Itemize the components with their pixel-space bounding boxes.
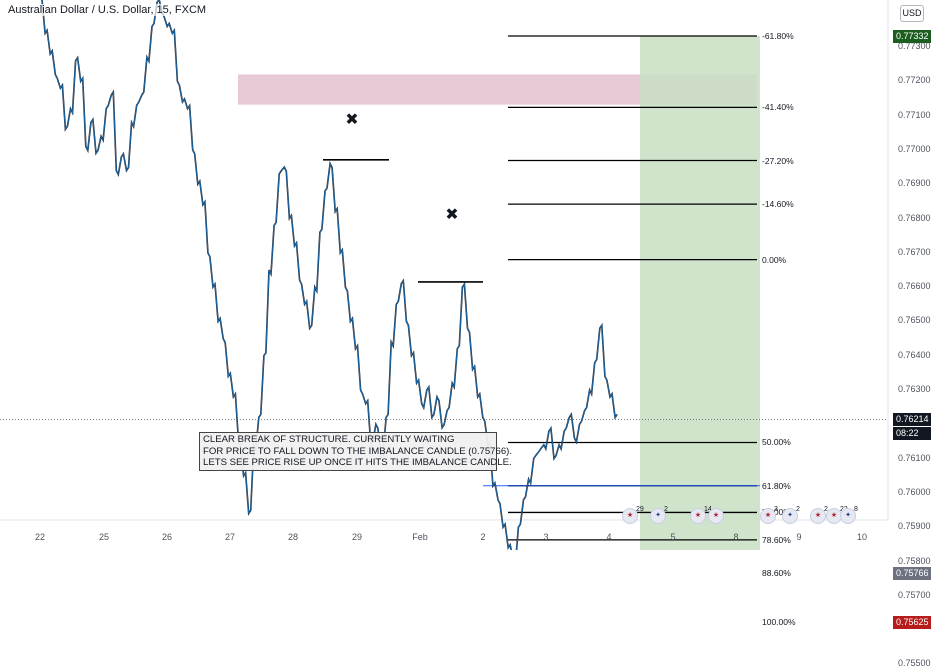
fib-level-label: -27.20% [762, 155, 794, 166]
chart-title: Australian Dollar / U.S. Dollar, 15, FXC… [6, 4, 209, 16]
fib-level-label: -14.60% [762, 199, 794, 210]
y-tick-label: 0.77100 [898, 109, 931, 120]
y-tick-label: 0.76800 [898, 212, 931, 223]
y-tick-label: 0.75500 [898, 658, 931, 668]
x-tick-label: 25 [98, 532, 110, 542]
us-flag-icon: ★ [708, 508, 724, 524]
x-tick-label: 4 [606, 532, 612, 542]
y-tick-label: 0.75700 [898, 589, 931, 600]
currency-button[interactable]: USD [900, 5, 924, 22]
entry-price-badge: 0.75766 [893, 567, 931, 581]
event-count: 2 [664, 506, 668, 513]
fib-level-label: 71.00% [762, 507, 791, 518]
economic-event-marker[interactable]: ✦2 [650, 504, 668, 524]
x-tick-label: 29 [351, 532, 363, 542]
economic-event-marker[interactable]: ✦2 [782, 504, 800, 524]
y-tick-label: 0.77000 [898, 143, 931, 154]
y-tick-label: 0.76000 [898, 486, 931, 497]
us-flag-icon: ★ [810, 508, 826, 524]
fib-level-label: -61.80% [762, 31, 794, 42]
fib-level-label: -41.40% [762, 102, 794, 113]
y-tick-label: 0.76100 [898, 452, 931, 463]
economic-event-marker[interactable]: ★29 [622, 504, 644, 524]
x-tick-label: 22 [34, 532, 46, 542]
au-flag-icon: ✦ [650, 508, 666, 524]
event-count: 3 [774, 506, 778, 513]
cross-mark-icon: ✖ [345, 109, 359, 129]
x-tick-label: 10 [856, 532, 868, 542]
target-zone[interactable] [640, 36, 760, 550]
fib-level-label: 50.00% [762, 437, 791, 448]
y-tick-label: 0.76300 [898, 384, 931, 394]
fib-level-label: 78.60% [762, 534, 791, 545]
stop-price-badge: 0.75625 [893, 615, 931, 629]
x-tick-label: Feb [412, 532, 428, 542]
us-flag-icon: ★ [690, 508, 706, 524]
x-tick-label: 26 [161, 532, 173, 542]
economic-event-marker[interactable]: ★ [708, 504, 724, 524]
x-tick-label: 9 [796, 532, 802, 542]
y-tick-label: 0.75900 [898, 521, 931, 532]
price-scale[interactable] [888, 0, 932, 550]
au-flag-icon: ✦ [840, 508, 856, 524]
y-tick-label: 0.77200 [898, 75, 931, 86]
bar-countdown: 08:22 [893, 427, 931, 441]
y-tick-label: 0.77300 [898, 41, 931, 51]
price-series-highlight [41, 0, 618, 550]
target-price-badge: 0.77332 [893, 30, 931, 44]
cross-mark-icon: ✖ [445, 204, 459, 224]
y-tick-label: 0.76700 [898, 246, 931, 257]
annotation-line: CLEAR BREAK OF STRUCTURE. CURRENTLY WAIT… [203, 434, 455, 445]
price-chart[interactable] [0, 0, 932, 550]
x-tick-label: 28 [287, 532, 299, 542]
x-tick-label: 27 [224, 532, 236, 542]
fib-level-label: 0.00% [762, 254, 787, 265]
annotation-line: FOR PRICE TO FALL DOWN TO THE IMBALANCE … [203, 445, 513, 457]
economic-event-marker[interactable]: ★14 [690, 504, 712, 524]
y-tick-label: 0.75800 [898, 555, 931, 566]
annotation-note[interactable]: CLEAR BREAK OF STRUCTURE. CURRENTLY WAIT… [199, 432, 513, 471]
x-tick-label: 3 [543, 532, 549, 542]
fib-level-label: 61.80% [762, 480, 791, 491]
event-count: 29 [636, 506, 644, 513]
economic-event-marker[interactable]: ✦8 [840, 504, 858, 524]
x-tick-label: 8 [733, 532, 739, 542]
y-tick-label: 0.76600 [898, 281, 931, 292]
event-count: 8 [854, 506, 858, 513]
y-tick-label: 0.76400 [898, 349, 931, 360]
economic-event-marker[interactable]: ★2 [810, 504, 828, 524]
event-count: 2 [796, 506, 800, 513]
fib-level-label: 100.00% [762, 616, 796, 627]
y-tick-label: 0.76500 [898, 315, 931, 326]
current-price-badge: 0.76214 [893, 413, 931, 427]
fib-level-label: 88.60% [762, 568, 791, 579]
us-flag-icon: ★ [760, 508, 776, 524]
event-count: 14 [704, 506, 712, 513]
x-tick-label: 5 [670, 532, 676, 542]
x-tick-label: 2 [480, 532, 486, 542]
us-flag-icon: ★ [622, 508, 638, 524]
annotation-line: LETS SEE PRICE RISE UP ONCE IT HITS THE … [203, 457, 512, 468]
au-flag-icon: ✦ [782, 508, 798, 524]
event-count: 2 [824, 506, 828, 513]
economic-event-marker[interactable]: ★3 [760, 504, 778, 524]
y-tick-label: 0.76900 [898, 178, 931, 189]
